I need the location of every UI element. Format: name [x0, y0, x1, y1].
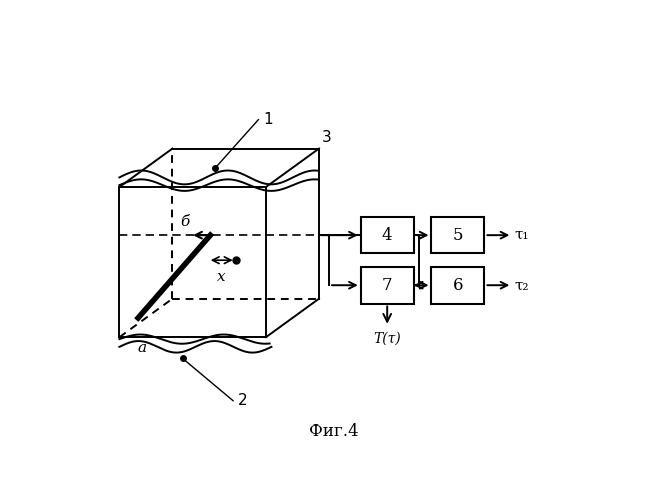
Text: τ₁: τ₁	[515, 228, 529, 242]
Text: x: x	[217, 270, 226, 284]
Text: 4: 4	[382, 226, 393, 244]
Text: τ₂: τ₂	[515, 278, 529, 292]
Text: 7: 7	[382, 276, 393, 293]
Bar	[432, 217, 484, 254]
Bar	[361, 267, 414, 304]
Text: Фиг.4: Фиг.4	[309, 423, 359, 440]
Bar	[361, 217, 414, 254]
Text: 6: 6	[452, 276, 463, 293]
Bar	[432, 267, 484, 304]
Text: б: б	[181, 216, 190, 230]
Text: T(τ): T(τ)	[374, 331, 401, 345]
Text: а: а	[137, 341, 146, 355]
Text: 2: 2	[238, 393, 248, 408]
Text: 5: 5	[452, 226, 463, 244]
Text: 1: 1	[263, 112, 273, 127]
Text: 3: 3	[321, 130, 331, 144]
